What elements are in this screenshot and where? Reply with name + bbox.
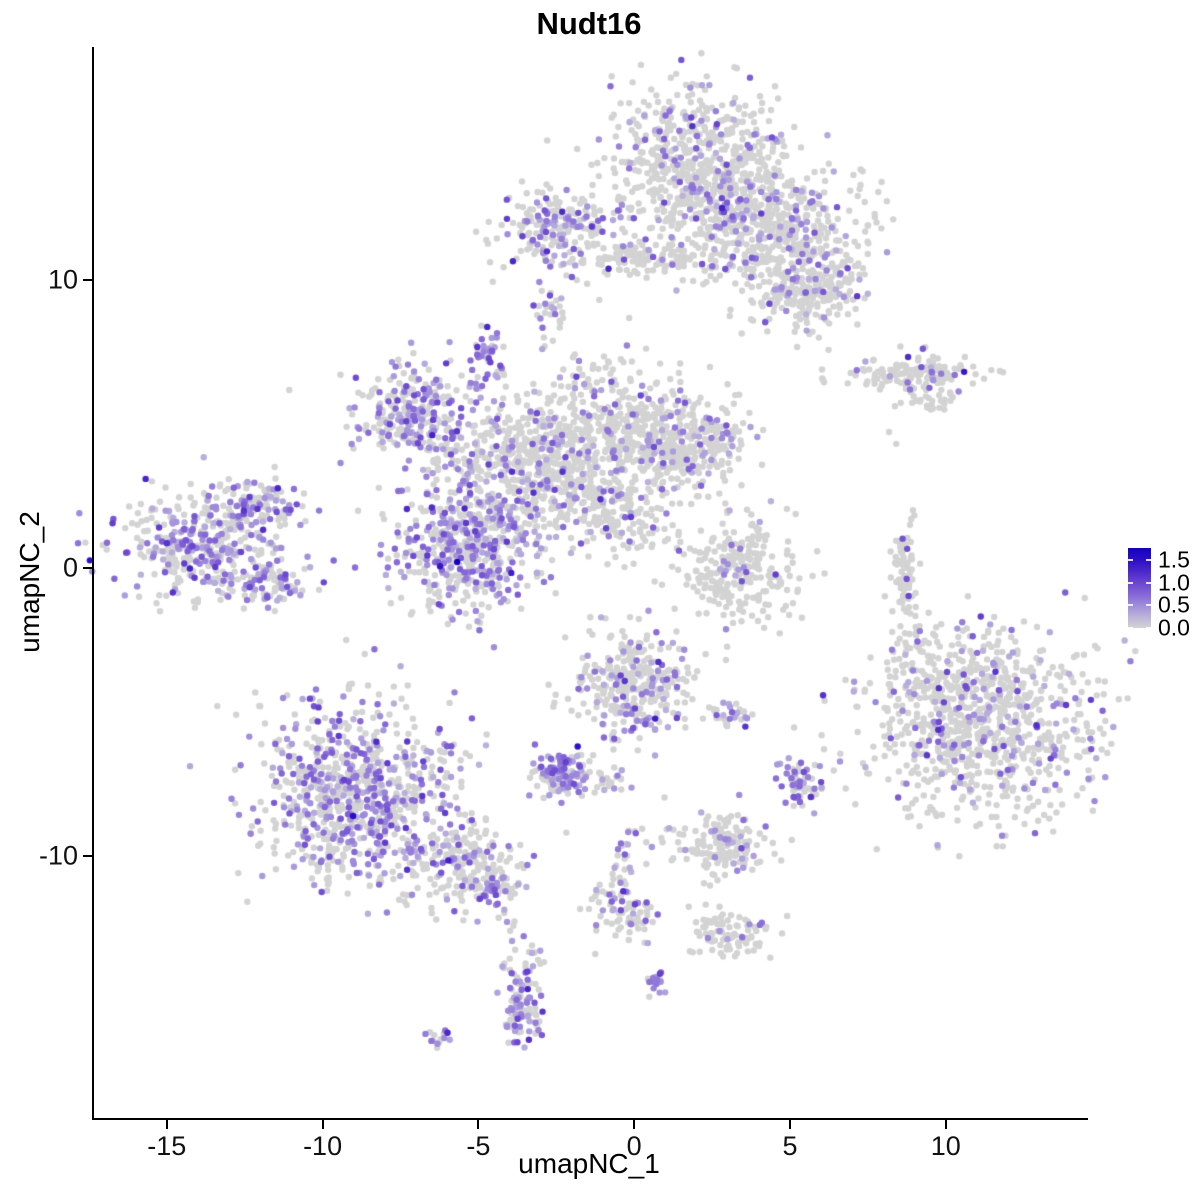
legend-tick-right xyxy=(1146,627,1151,629)
x-tick-mark xyxy=(477,1120,480,1129)
x-tick-mark xyxy=(165,1120,168,1129)
x-axis-label: umapNC_1 xyxy=(518,1148,660,1179)
legend-tick-left xyxy=(1128,559,1133,562)
legend-gradient-bar xyxy=(1128,548,1151,628)
x-tick-label: 10 xyxy=(930,1131,961,1161)
legend-label: 1.5 xyxy=(1158,546,1190,573)
x-tick-mark xyxy=(944,1120,947,1129)
x-tick-label: 0 xyxy=(626,1131,642,1161)
x-tick-label: -15 xyxy=(147,1131,187,1161)
plot-title: Nudt16 xyxy=(536,6,642,41)
x-tick-mark xyxy=(633,1120,636,1129)
legend-tick-right xyxy=(1146,604,1151,607)
plot-panel-axes xyxy=(92,47,1088,1120)
y-tick-label: 0 xyxy=(62,552,78,583)
x-tick-label: -5 xyxy=(466,1131,491,1161)
y-tick-mark xyxy=(83,566,92,569)
legend-label: 1.0 xyxy=(1158,569,1190,596)
x-tick-label: 5 xyxy=(782,1131,798,1161)
x-tick-label: -10 xyxy=(303,1131,343,1161)
y-axis-label: umapNC_2 xyxy=(14,511,45,653)
y-tick-mark xyxy=(83,278,92,281)
legend-tick-right xyxy=(1146,559,1151,562)
x-tick-mark xyxy=(788,1120,791,1129)
legend-tick-left xyxy=(1128,604,1133,607)
legend-tick-left xyxy=(1128,581,1133,584)
x-tick-mark xyxy=(321,1120,324,1129)
y-tick-label: 10 xyxy=(47,264,78,295)
y-tick-mark xyxy=(83,854,92,857)
y-tick-label: -10 xyxy=(38,840,78,871)
legend-tick-left xyxy=(1128,627,1133,629)
legend-label: 0.0 xyxy=(1158,614,1190,641)
legend-label: 0.5 xyxy=(1158,591,1190,618)
legend-tick-right xyxy=(1146,581,1151,584)
